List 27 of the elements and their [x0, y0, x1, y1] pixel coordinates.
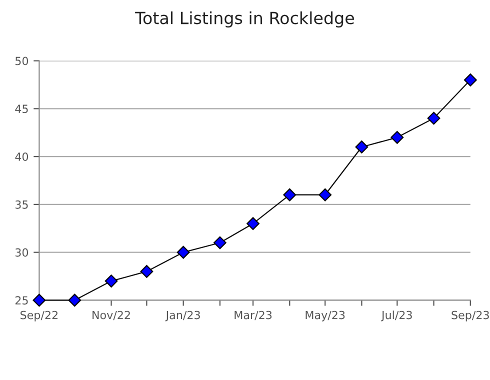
x-tick-label: Nov/22	[92, 310, 130, 320]
y-tick-label: 35	[15, 200, 28, 209]
x-tick-label: Jul/23	[380, 310, 412, 322]
y-tick-label: 50	[16, 56, 28, 66]
x-tick-label: Sep/22	[20, 310, 58, 322]
point	[283, 188, 296, 202]
point	[427, 112, 440, 125]
point	[68, 294, 82, 307]
x-tick-label: May/23	[306, 310, 345, 322]
y-tick-label: 30	[15, 248, 28, 257]
point	[355, 140, 368, 154]
y-tick-label: 45	[15, 104, 28, 114]
y-tick-label: 25	[15, 296, 28, 305]
x-tick-label: Sep/23	[452, 310, 489, 322]
point	[104, 274, 118, 288]
x-tick-label: Mar/23	[234, 310, 272, 320]
point	[140, 265, 154, 278]
point	[246, 217, 260, 230]
chart-title: Total Listings in Rockledge	[135, 11, 354, 28]
point	[464, 74, 477, 86]
point	[318, 188, 332, 202]
point	[390, 130, 404, 144]
x-tick-label: Jan/23	[165, 310, 200, 322]
y-tick-label: 40	[15, 152, 28, 161]
point	[214, 236, 226, 250]
point	[176, 246, 190, 259]
point	[32, 294, 46, 307]
